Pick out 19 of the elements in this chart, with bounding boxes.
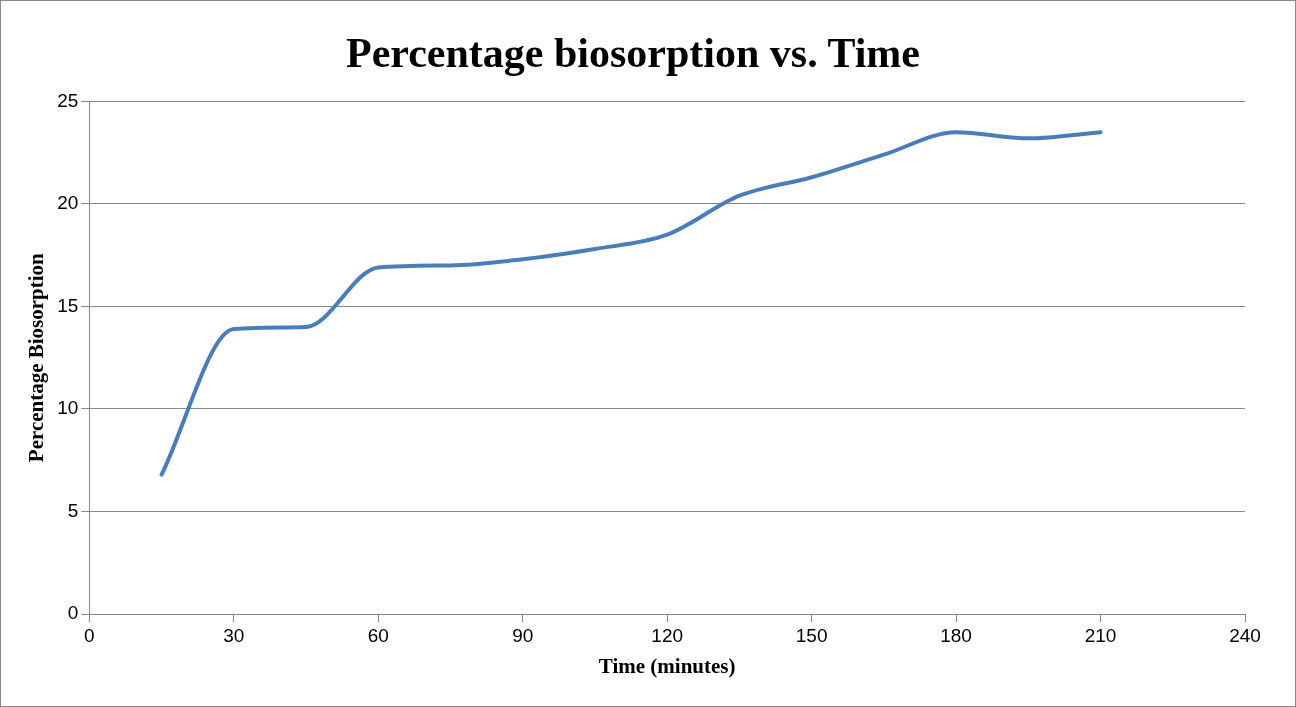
- x-tick-label: 90: [512, 624, 534, 646]
- x-tick-label: 150: [795, 624, 828, 646]
- x-tick-label: 180: [940, 624, 972, 646]
- x-tick-label: 240: [1229, 624, 1261, 646]
- x-axis-title: Time (minutes): [598, 653, 736, 678]
- y-tick-label: 10: [57, 397, 79, 419]
- x-tick-label: 0: [84, 624, 95, 646]
- x-tick-label: 60: [367, 624, 389, 646]
- x-tick-label: 120: [651, 624, 684, 646]
- y-tick-label: 15: [57, 294, 79, 316]
- y-tick-label: 25: [57, 89, 79, 111]
- x-tick-label: 30: [223, 624, 245, 646]
- y-tick-label: 5: [67, 499, 79, 521]
- y-axis-title: Percentage Biosorption: [24, 252, 49, 463]
- x-tick-label: 210: [1084, 624, 1117, 646]
- chart-title: Percentage biosorption vs. Time: [346, 30, 920, 77]
- y-tick-label: 20: [57, 192, 79, 214]
- y-tick-label: 0: [67, 602, 79, 624]
- line-series: [159, 130, 1103, 477]
